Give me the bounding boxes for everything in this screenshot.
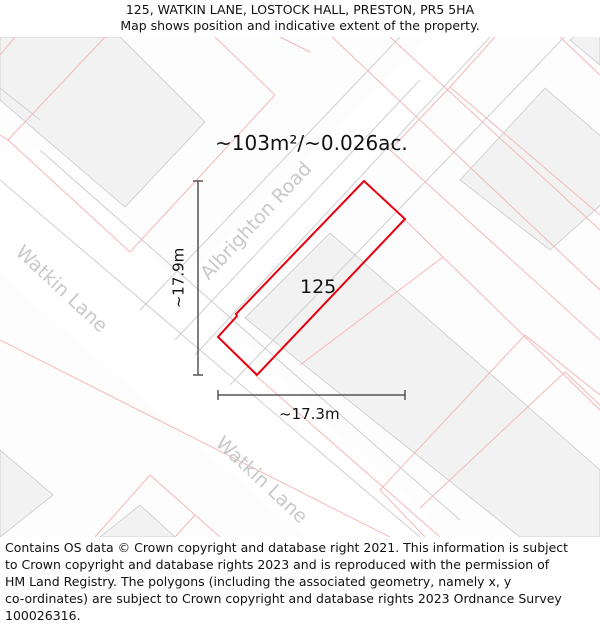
property-map[interactable]: Albrighton Road Watkin Lane Watkin Lane …	[0, 37, 600, 537]
copyright-notice: Contains OS data © Crown copyright and d…	[5, 539, 597, 624]
copyright-line: Contains OS data © Crown copyright and d…	[5, 540, 569, 555]
dimension-horizontal-label: ~17.3m	[279, 405, 340, 423]
parcel-boundaries	[0, 37, 600, 537]
map-canvas	[0, 37, 600, 537]
property-number-label: 125	[300, 276, 337, 298]
copyright-line: to Crown copyright and database rights 2…	[5, 557, 550, 572]
area-label: ~103m²/~0.026ac.	[215, 131, 408, 155]
property-address: 125, WATKIN LANE, LOSTOCK HALL, PRESTON,…	[125, 2, 475, 17]
map-subtitle: Map shows position and indicative extent…	[120, 18, 480, 33]
property-boundary	[216, 179, 407, 377]
map-header: 125, WATKIN LANE, LOSTOCK HALL, PRESTON,…	[0, 0, 600, 37]
dimension-vertical-label: ~17.9m	[169, 247, 188, 309]
copyright-line: 100026316.	[5, 608, 81, 623]
albrighton-road	[130, 37, 500, 340]
dimension-lines	[193, 180, 406, 400]
road-edges	[0, 37, 566, 537]
copyright-line: HM Land Registry. The polygons (includin…	[5, 574, 512, 589]
buildings	[0, 37, 600, 537]
copyright-line: co-ordinates) are subject to Crown copyr…	[5, 591, 562, 606]
